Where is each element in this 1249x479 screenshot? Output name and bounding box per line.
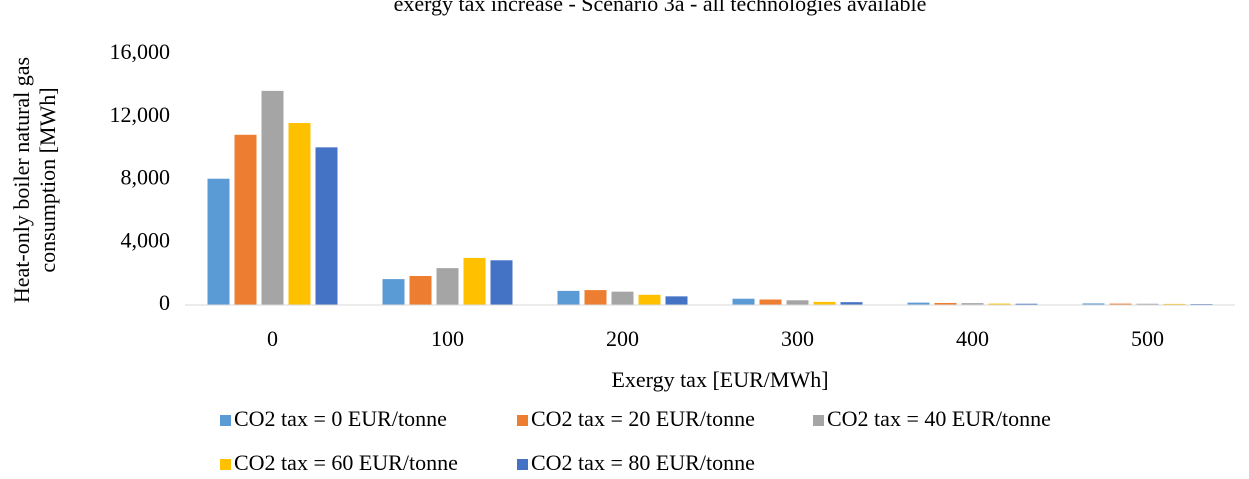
legend-marker [220, 459, 231, 470]
x-tick-label: 400 [956, 326, 989, 351]
x-tick-label: 300 [781, 326, 814, 351]
legend-marker [813, 415, 824, 426]
bar [436, 268, 459, 305]
bar [907, 302, 930, 305]
legend-label: CO2 tax = 60 EUR/tonne [234, 450, 458, 475]
x-tick-label: 500 [1131, 326, 1164, 351]
bar [786, 300, 809, 305]
bar [261, 90, 284, 305]
bar [234, 134, 257, 305]
bar [288, 123, 311, 306]
legend-marker [220, 415, 231, 426]
bar [557, 290, 580, 305]
x-tick-label: 0 [267, 326, 278, 351]
y-tick-label: 12,000 [110, 102, 171, 127]
bar [1163, 303, 1186, 305]
bar [961, 303, 984, 305]
y-tick-label: 0 [159, 290, 170, 315]
bar [315, 147, 338, 305]
bar [463, 257, 486, 305]
y-tick-label: 16,000 [110, 39, 171, 64]
bar [1136, 303, 1159, 305]
bar [409, 275, 432, 305]
legend-label: CO2 tax = 80 EUR/tonne [531, 450, 755, 475]
y-axis-label: Heat-only boiler natural gas [9, 57, 34, 303]
bar [759, 299, 782, 305]
chart-title: exergy tax increase - Scenario 3a - all … [394, 0, 927, 16]
bar [1015, 303, 1038, 305]
legend-label: CO2 tax = 40 EUR/tonne [827, 406, 1051, 431]
bar [490, 260, 513, 305]
y-axis-label: consumption [MWh] [35, 87, 60, 272]
bar [207, 178, 230, 305]
bar [813, 301, 836, 305]
bar [1082, 303, 1105, 305]
x-tick-label: 100 [431, 326, 464, 351]
y-tick-label: 8,000 [121, 165, 171, 190]
bar [988, 303, 1011, 305]
legend-label: CO2 tax = 20 EUR/tonne [531, 406, 755, 431]
bar [584, 290, 607, 305]
bar [840, 302, 863, 305]
legend-marker [517, 459, 528, 470]
legend-label: CO2 tax = 0 EUR/tonne [234, 406, 447, 431]
x-tick-label: 200 [606, 326, 639, 351]
x-axis-label: Exergy tax [EUR/MWh] [611, 367, 828, 392]
bar [1109, 303, 1132, 305]
bar [382, 279, 405, 305]
bar [638, 294, 661, 305]
bar [611, 291, 634, 305]
bar [934, 302, 957, 305]
bar [665, 296, 688, 305]
bar [732, 298, 755, 305]
y-tick-label: 4,000 [121, 227, 171, 252]
legend-marker [517, 415, 528, 426]
